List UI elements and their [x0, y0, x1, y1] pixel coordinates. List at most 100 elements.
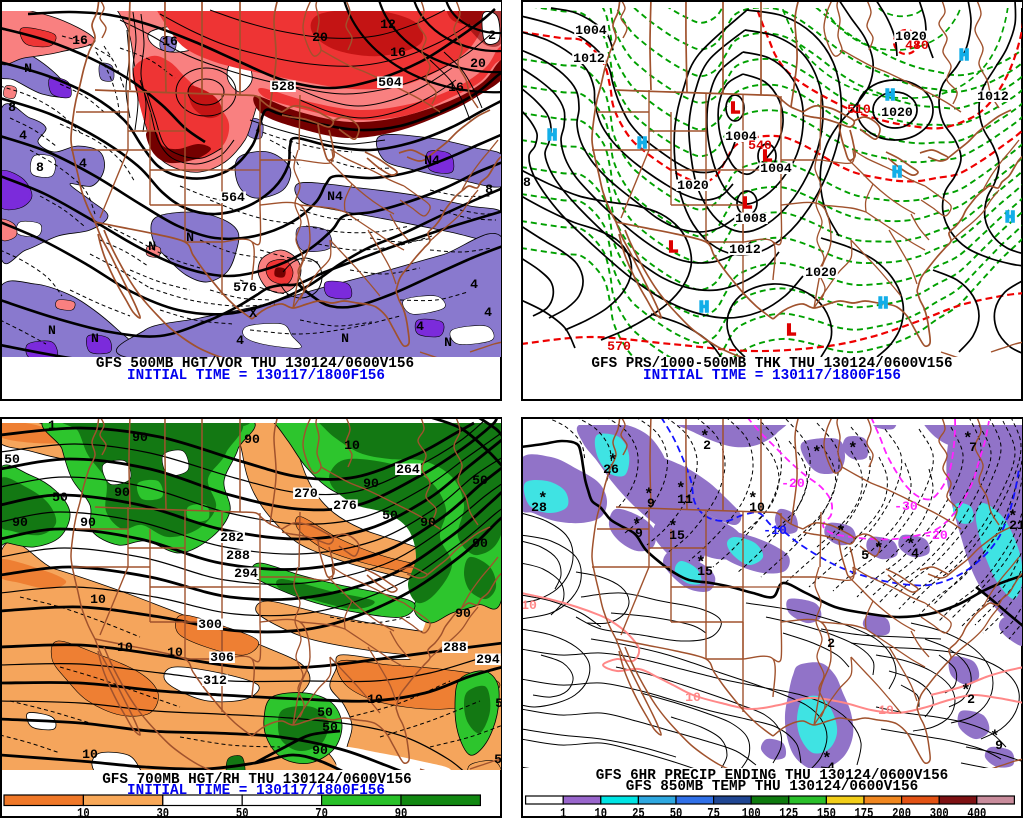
svg-text:*: *: [906, 536, 916, 554]
svg-text:50: 50: [4, 452, 20, 467]
svg-text:*: *: [632, 516, 642, 534]
svg-text:L: L: [762, 148, 772, 167]
svg-text:10: 10: [521, 598, 537, 613]
svg-text:480: 480: [905, 38, 929, 53]
svg-text:5: 5: [494, 752, 502, 767]
svg-text:INITIAL TIME = 130117/1800F156: INITIAL TIME = 130117/1800F156: [127, 368, 385, 384]
svg-text:50: 50: [495, 696, 511, 711]
svg-text:H: H: [1005, 209, 1015, 228]
svg-text:90: 90: [363, 476, 379, 491]
svg-text:50: 50: [382, 508, 398, 523]
svg-text:*: *: [836, 523, 846, 541]
svg-text:8: 8: [523, 175, 531, 190]
svg-text:11: 11: [677, 492, 693, 507]
svg-text:50: 50: [670, 807, 683, 819]
svg-text:10: 10: [90, 592, 106, 607]
svg-text:1020: 1020: [895, 29, 927, 44]
svg-text:*: *: [874, 540, 884, 558]
svg-text:*: *: [812, 444, 822, 462]
svg-text:90: 90: [114, 485, 130, 500]
svg-text:1020: 1020: [881, 105, 913, 120]
svg-text:50: 50: [322, 720, 338, 735]
svg-text:200: 200: [892, 807, 911, 819]
svg-text:N: N: [148, 239, 156, 254]
svg-text:L: L: [668, 239, 678, 258]
svg-text:10: 10: [117, 640, 133, 655]
svg-text:288: 288: [443, 640, 467, 655]
svg-text:300: 300: [930, 807, 949, 819]
svg-text:90: 90: [12, 515, 28, 530]
svg-text:*: *: [748, 490, 758, 508]
svg-text:N: N: [444, 335, 452, 350]
svg-text:90: 90: [312, 743, 328, 758]
svg-text:264: 264: [396, 462, 420, 477]
svg-text:1: 1: [48, 418, 56, 433]
svg-text:GFS 850MB TEMP THU 130124/0600: GFS 850MB TEMP THU 130124/0600V156: [626, 779, 918, 795]
svg-text:*: *: [990, 728, 1000, 746]
svg-text:GFS 700MB HGT/RH THU 130124/06: GFS 700MB HGT/RH THU 130124/0600V156: [102, 772, 412, 788]
svg-text:H: H: [637, 135, 647, 154]
svg-text:28: 28: [531, 500, 547, 515]
svg-text:2: 2: [827, 636, 835, 651]
svg-text:N: N: [24, 61, 32, 76]
svg-text:25: 25: [632, 807, 645, 819]
svg-text:10: 10: [595, 807, 608, 819]
svg-text:50: 50: [317, 705, 333, 720]
svg-text:90: 90: [244, 432, 260, 447]
svg-text:-20: -20: [924, 528, 948, 543]
svg-text:90: 90: [455, 606, 471, 621]
svg-text:576: 576: [233, 280, 257, 295]
svg-text:H: H: [878, 295, 888, 314]
svg-text:30: 30: [157, 807, 170, 819]
svg-text:288: 288: [226, 548, 250, 563]
svg-text:90: 90: [472, 536, 488, 551]
svg-text:*: *: [848, 440, 858, 458]
svg-text:90: 90: [395, 807, 408, 819]
svg-text:4: 4: [19, 128, 27, 143]
svg-text:2: 2: [703, 438, 711, 453]
svg-text:10: 10: [344, 438, 360, 453]
svg-text:GFS PRS/1000-500MB THK THU 130: GFS PRS/1000-500MB THK THU 130124/0600V1…: [591, 356, 952, 372]
svg-text:GFS 500MB HGT/VOR THU 130124/0: GFS 500MB HGT/VOR THU 130124/0600V156: [96, 356, 414, 372]
svg-text:16: 16: [162, 34, 178, 49]
svg-text:276: 276: [333, 498, 357, 513]
svg-text:-20: -20: [781, 476, 805, 491]
svg-text:1012: 1012: [977, 89, 1009, 104]
svg-text:15: 15: [669, 528, 685, 543]
svg-text:150: 150: [817, 807, 836, 819]
svg-text:1020: 1020: [805, 265, 837, 280]
svg-text:N: N: [186, 230, 194, 245]
svg-text:L: L: [742, 195, 752, 214]
svg-text:8: 8: [8, 100, 16, 115]
svg-text:8: 8: [485, 182, 493, 197]
svg-text:175: 175: [855, 807, 874, 819]
svg-text:10: 10: [878, 703, 894, 718]
svg-text:306: 306: [210, 650, 234, 665]
svg-text:2: 2: [488, 28, 496, 43]
svg-text:9: 9: [635, 526, 643, 541]
svg-text:H: H: [959, 47, 969, 66]
svg-text:1012: 1012: [729, 242, 761, 257]
svg-text:*: *: [644, 486, 654, 504]
svg-text:10: 10: [77, 807, 90, 819]
svg-text:4: 4: [484, 305, 492, 320]
svg-text:10: 10: [749, 500, 765, 515]
svg-text:16: 16: [72, 33, 88, 48]
svg-text:1004: 1004: [575, 23, 607, 38]
svg-text:H: H: [892, 164, 902, 183]
svg-text:70: 70: [315, 807, 328, 819]
svg-text:50: 50: [472, 473, 488, 488]
svg-text:N: N: [48, 323, 56, 338]
svg-text:312: 312: [203, 673, 227, 688]
svg-text:H: H: [885, 87, 895, 106]
svg-text:100: 100: [742, 807, 761, 819]
svg-text:294: 294: [476, 652, 500, 667]
svg-text:540: 540: [748, 138, 772, 153]
svg-text:*: *: [961, 682, 971, 700]
svg-text:504: 504: [378, 75, 402, 90]
svg-text:N: N: [91, 331, 99, 346]
svg-text:7: 7: [969, 440, 977, 455]
svg-text:10: 10: [82, 747, 98, 762]
svg-text:4: 4: [416, 319, 424, 334]
svg-text:4: 4: [236, 333, 244, 348]
